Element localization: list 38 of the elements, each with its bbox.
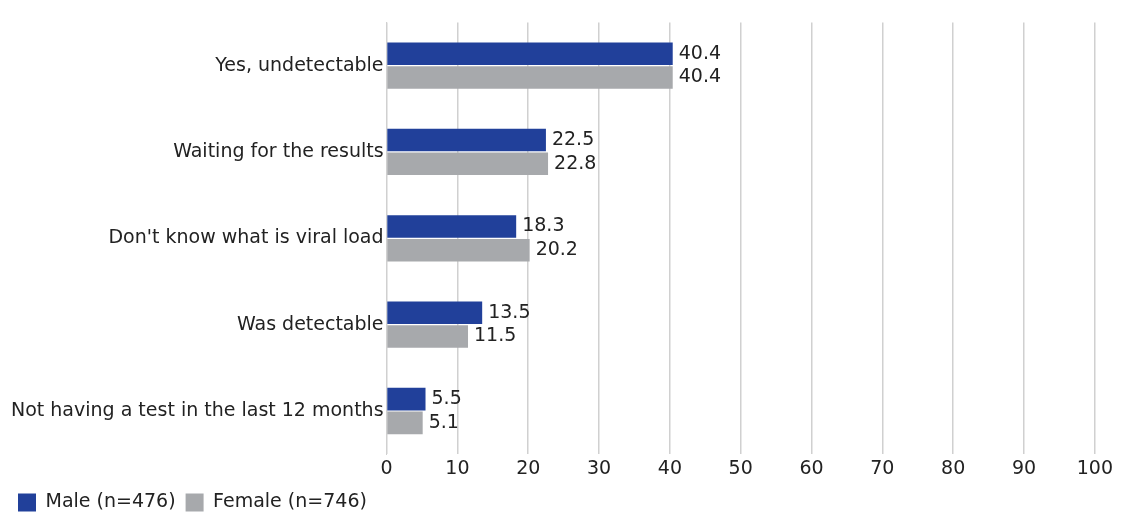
bar xyxy=(387,411,423,435)
y-tick-label: Was detectable xyxy=(236,311,384,334)
x-tick-label: 0 xyxy=(380,455,393,478)
bar xyxy=(387,42,673,65)
y-tick-label: Waiting for the results xyxy=(173,138,384,161)
x-tick-label: 80 xyxy=(941,455,966,478)
bar xyxy=(387,387,426,411)
x-tick-label: 40 xyxy=(657,455,682,478)
legend-label: Male (n=476) xyxy=(45,489,176,512)
x-tick-label: 10 xyxy=(445,455,470,478)
y-tick-label: Don't know what is viral load xyxy=(108,225,384,248)
data-label: 5.1 xyxy=(428,409,459,432)
x-tick-label: 70 xyxy=(870,455,895,478)
bar xyxy=(387,128,546,152)
y-tick-label: Not having a test in the last 12 months xyxy=(11,397,384,420)
x-tick-label: 50 xyxy=(728,455,753,478)
data-label: 40.4 xyxy=(678,40,722,63)
data-label: 40.4 xyxy=(678,64,722,87)
bar xyxy=(387,66,673,89)
x-tick-label: 30 xyxy=(586,455,612,478)
data-label: 22.5 xyxy=(551,127,595,149)
bar xyxy=(387,301,483,325)
data-label: 13.5 xyxy=(488,299,531,322)
x-tick-label: 20 xyxy=(516,455,541,478)
y-tick-label: Yes, undetectable xyxy=(214,52,384,75)
data-label: 20.2 xyxy=(535,237,578,260)
data-label: 11.5 xyxy=(474,323,517,346)
bar xyxy=(387,215,517,238)
data-label: 18.3 xyxy=(522,213,565,236)
bar xyxy=(387,238,530,262)
bar xyxy=(387,325,469,348)
x-tick-label: 100 xyxy=(1076,455,1113,478)
x-tick-label: 90 xyxy=(1011,455,1037,478)
data-label: 22.8 xyxy=(554,150,597,173)
x-tick-label: 60 xyxy=(799,455,824,478)
legend-label: Female (n=746) xyxy=(213,489,367,512)
bar xyxy=(387,152,549,176)
data-label: 5.5 xyxy=(431,386,462,409)
